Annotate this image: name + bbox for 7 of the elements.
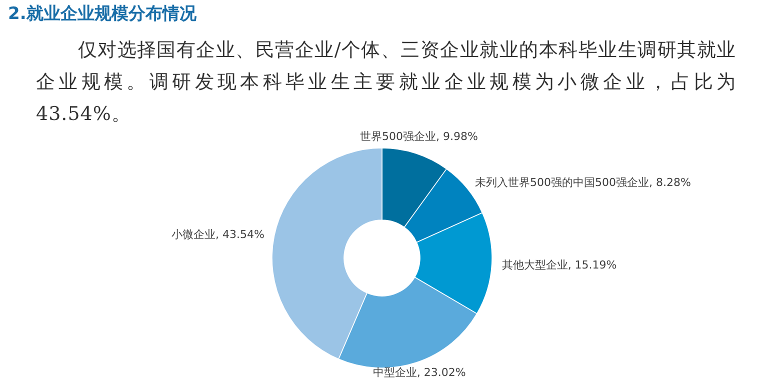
slice-label: 世界500强企业, 9.98% — [360, 130, 478, 143]
chart-title: 2.就业企业规模分布情况 — [8, 3, 196, 25]
slice-label: 其他大型企业, 15.19% — [502, 258, 617, 272]
chart-subtitle: 仅对选择国有企业、民营企业/个体、三资企业就业的本科毕业生调研其就业企业规模。调研发现本科毕业生主要就业企业规模为小微企业，占比为 43.54%。 — [36, 38, 736, 127]
slice-label: 中型企业, 23.02% — [372, 366, 466, 380]
slice-label: 未列入世界500强的中国500强企业, 8.28% — [475, 176, 691, 190]
slice-label: 小微企业, 43.54% — [172, 228, 264, 241]
